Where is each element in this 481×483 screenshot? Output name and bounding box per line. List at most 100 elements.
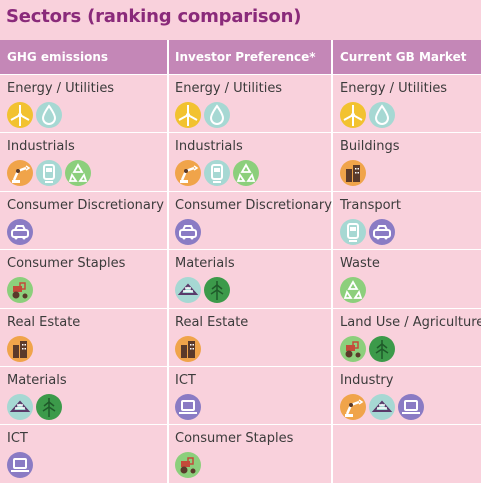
sector-icons	[7, 218, 36, 245]
sector-icons	[175, 394, 204, 420]
sector-icons	[7, 394, 65, 420]
sector-label: Materials	[7, 373, 67, 388]
sector-icons	[175, 218, 204, 245]
sector-icons	[340, 335, 398, 362]
train-icon	[340, 218, 366, 245]
table-cell: Industrials	[168, 132, 333, 190]
sector-label: Consumer Staples	[7, 256, 126, 272]
table-cell: Buildings	[333, 132, 481, 190]
table-cell: Real Estate	[168, 308, 333, 366]
table-cell: Consumer Staples	[0, 249, 168, 307]
sector-icons	[340, 160, 369, 187]
page-title: Sectors (ranking comparison)	[6, 6, 302, 27]
table-cell: Real Estate	[0, 308, 168, 366]
row-divider	[0, 307, 481, 309]
row-divider	[0, 366, 481, 367]
recycle-icon	[65, 160, 91, 187]
materials-icon	[7, 394, 33, 420]
column-divider	[331, 40, 333, 483]
sector-label: Industrials	[175, 139, 243, 155]
sector-label: Energy / Utilities	[175, 81, 283, 96]
buildings-icon	[7, 335, 33, 362]
table-cell	[333, 424, 481, 482]
column-header-3: Current GB Market	[340, 50, 467, 64]
laptop-icon	[398, 394, 424, 420]
table-cell: Energy / Utilities	[168, 74, 333, 132]
tree-icon	[369, 335, 395, 362]
car-icon	[7, 218, 33, 245]
sectors-table: GHG emissions Investor Preference* Current…	[0, 40, 481, 483]
sector-icons	[340, 218, 398, 245]
table-cell: Consumer Discretionary	[0, 191, 168, 249]
materials-icon	[175, 277, 201, 304]
tree-icon	[204, 277, 230, 304]
sector-label: ICT	[175, 373, 196, 388]
header-row	[0, 40, 481, 74]
tree-icon	[36, 394, 62, 420]
tractor-icon	[175, 452, 201, 479]
table-cell: Energy / Utilities	[0, 74, 168, 132]
water-drop-icon	[204, 102, 230, 128]
sector-icons	[340, 102, 398, 128]
sector-label: Industry	[340, 373, 394, 388]
sector-label: Consumer Discretionary	[175, 197, 332, 213]
sector-icons	[175, 102, 233, 128]
car-icon	[369, 218, 395, 245]
sector-label: Land Use / Agriculture	[340, 314, 481, 330]
sector-label: ICT	[7, 431, 28, 447]
tractor-icon	[7, 277, 33, 304]
table-cell: Industrials	[0, 132, 168, 190]
table-cell: Energy / Utilities	[333, 74, 481, 132]
laptop-icon	[7, 452, 33, 479]
robot-arm-icon	[340, 394, 366, 420]
recycle-icon	[233, 160, 259, 187]
sector-label: Waste	[340, 256, 380, 272]
sector-icons	[175, 160, 262, 187]
table-cell: Land Use / Agriculture	[333, 308, 481, 366]
train-icon	[204, 160, 230, 187]
row-divider	[0, 424, 481, 426]
sector-label: Industrials	[7, 139, 75, 155]
tractor-icon	[340, 335, 366, 362]
column-header-1: GHG emissions	[7, 50, 109, 64]
table-cell: Transport	[333, 191, 481, 249]
sector-label: Materials	[175, 256, 235, 272]
wind-turbine-icon	[175, 102, 201, 128]
row-divider	[0, 190, 481, 192]
buildings-icon	[175, 335, 201, 362]
water-drop-icon	[369, 102, 395, 128]
sector-label: Energy / Utilities	[7, 81, 115, 96]
wind-turbine-icon	[7, 102, 33, 128]
car-icon	[175, 218, 201, 245]
table-cell: Materials	[168, 249, 333, 307]
table-cell: Industry	[333, 366, 481, 424]
column-header-2: Investor Preference*	[175, 50, 316, 64]
row-divider	[0, 249, 481, 251]
robot-arm-icon	[7, 160, 33, 187]
table-cell: Materials	[0, 366, 168, 424]
laptop-icon	[175, 394, 201, 420]
recycle-icon	[340, 277, 366, 304]
table-cell: ICT	[0, 424, 168, 482]
sector-icons	[340, 277, 369, 304]
materials-icon	[369, 394, 395, 420]
sector-icons	[7, 160, 94, 187]
row-divider	[0, 132, 481, 134]
sector-label: Consumer Staples	[175, 431, 294, 447]
sector-icons	[7, 335, 36, 362]
sector-icons	[7, 102, 65, 128]
wind-turbine-icon	[340, 102, 366, 128]
sector-icons	[7, 452, 36, 479]
table-cell: ICT	[168, 366, 333, 424]
column-divider	[167, 40, 169, 483]
sector-icons	[340, 394, 427, 420]
train-icon	[36, 160, 62, 187]
sector-icons	[175, 277, 233, 304]
sector-icons	[175, 452, 204, 479]
sector-label: Consumer Discretionary	[7, 197, 164, 213]
sector-label: Real Estate	[175, 314, 249, 330]
sector-label: Buildings	[340, 139, 400, 155]
sector-label: Energy / Utilities	[340, 81, 448, 96]
buildings-icon	[340, 160, 366, 187]
sector-label: Transport	[340, 197, 402, 213]
